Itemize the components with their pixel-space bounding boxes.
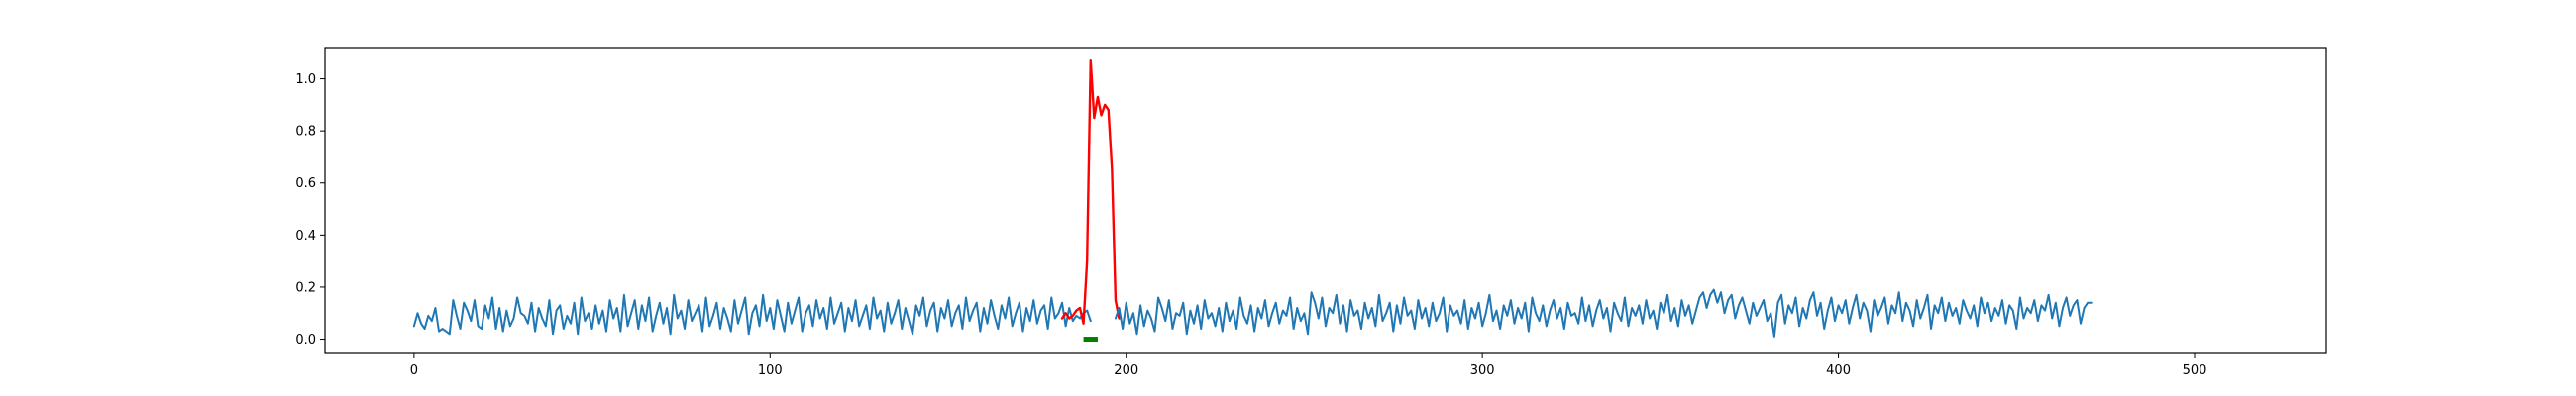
- series-line-baseline-0: [412, 293, 1092, 336]
- y-tick-label: 0.4: [295, 229, 316, 244]
- x-tick-label: 500: [2183, 363, 2207, 378]
- axes-frame: [324, 47, 2327, 354]
- x-tick-label: 0: [410, 363, 418, 378]
- y-tick-label: 0.6: [295, 176, 316, 191]
- x-tick-label: 400: [1826, 363, 1851, 378]
- y-tick-label: 0.8: [295, 125, 316, 140]
- plot-area: [412, 58, 2093, 343]
- series-line-anomaly: [1060, 58, 1121, 325]
- x-tick-label: 300: [1470, 363, 1495, 378]
- x-tick-label: 100: [758, 363, 783, 378]
- x-tick-label: 200: [1114, 363, 1138, 378]
- axes: 0 100 200 300 400 500 0.0 0.2 0.4 0.6 0.8 1.0: [295, 47, 2327, 378]
- y-tick-label: 1.0: [295, 72, 316, 87]
- y-tick-label: 0.0: [295, 333, 316, 347]
- y-tick-label: 0.2: [295, 280, 316, 295]
- series-group: [412, 58, 2093, 343]
- series-line-baseline-2: [1114, 288, 2093, 338]
